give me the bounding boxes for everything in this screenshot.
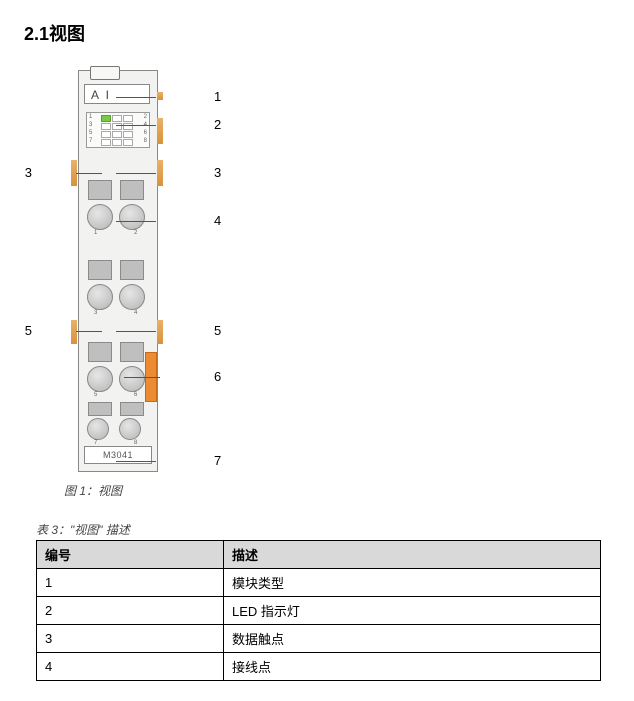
table-header: 描述 <box>224 541 601 569</box>
section-title: 2.1视图 <box>24 20 610 46</box>
figure-caption: 图 1：视图 <box>64 482 610 499</box>
table-row: 3数据触点 <box>37 625 601 653</box>
table-row: 2LED 指示灯 <box>37 597 601 625</box>
data-contact <box>71 320 77 344</box>
terminal-section: 3 4 <box>84 260 150 330</box>
module-type-label: A I <box>84 84 150 104</box>
table-caption: 表 3："视图" 描述 <box>36 521 610 538</box>
table-row: 1模块类型 <box>37 569 601 597</box>
data-contact <box>157 118 163 144</box>
description-table: 编号 描述 1模块类型 2LED 指示灯 3数据触点 4接线点 <box>36 540 601 681</box>
terminal-section: 7 8 <box>84 402 150 452</box>
data-contact <box>157 92 163 100</box>
terminal-section: 1 2 <box>84 180 150 250</box>
data-contact <box>157 320 163 344</box>
data-contact <box>157 160 163 186</box>
table-row: 4接线点 <box>37 653 601 681</box>
module-figure: A I 1 3 5 7 2 4 6 8 1 <box>48 70 228 470</box>
table-header: 编号 <box>37 541 224 569</box>
led-indicator-block: 1 3 5 7 2 4 6 8 <box>86 112 150 148</box>
